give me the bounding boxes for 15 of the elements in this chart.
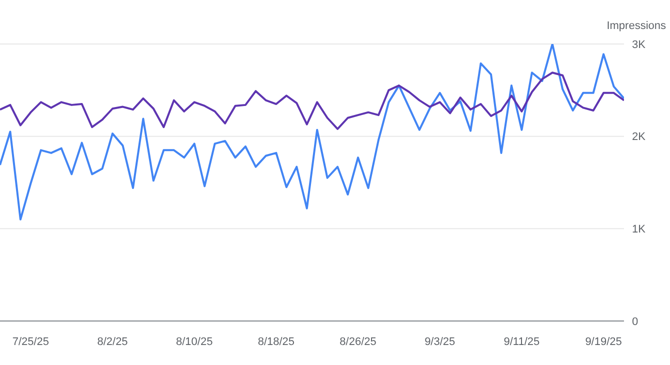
x-tick-label: 7/25/25 — [12, 336, 50, 348]
x-tick-label: 8/10/25 — [176, 336, 213, 348]
y-tick-label: 1K — [632, 224, 646, 236]
line-series — [0, 72, 624, 130]
x-tick-label: 9/11/25 — [504, 336, 540, 348]
y-tick-label: 2K — [632, 131, 646, 144]
x-tick-label: 9/3/25 — [424, 336, 456, 348]
y-axis-title: Impressions — [606, 20, 666, 32]
y-tick-label: 0 — [632, 316, 638, 328]
line-series — [0, 44, 624, 220]
y-tick-label: 3K — [632, 38, 646, 51]
x-tick-label: 8/18/25 — [258, 336, 295, 348]
x-tick-label: 9/19/25 — [585, 336, 622, 348]
x-tick-label: 8/26/25 — [340, 336, 376, 348]
x-tick-label: 8/2/25 — [97, 336, 128, 348]
